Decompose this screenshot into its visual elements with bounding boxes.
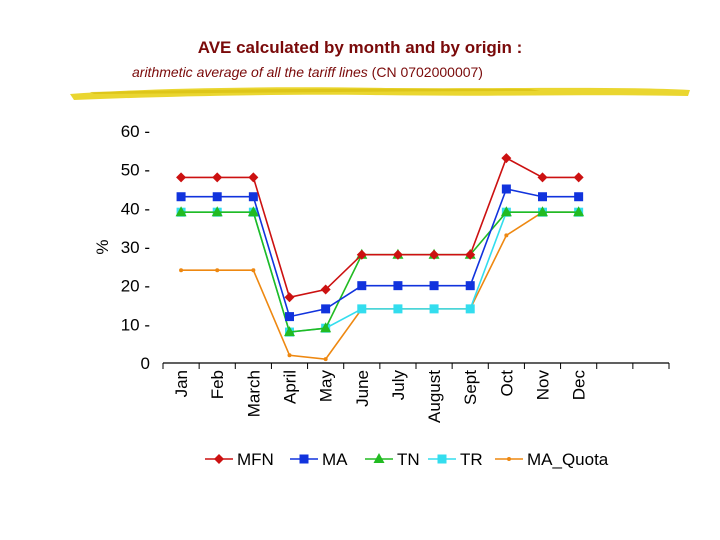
data-point [500, 206, 512, 217]
data-point [573, 206, 585, 217]
series-line [181, 211, 579, 333]
y-tick-label: 10 - [121, 315, 150, 334]
data-point [248, 172, 259, 183]
x-tick-label: March [244, 370, 263, 417]
data-point [179, 268, 184, 273]
highlighter-brush-stroke [70, 87, 690, 100]
data-point [538, 192, 547, 202]
subtitle-code: (CN 0702000007) [371, 64, 483, 80]
data-point [247, 206, 259, 217]
data-point [437, 454, 447, 464]
data-point [504, 233, 509, 238]
data-point [465, 281, 475, 291]
chart-title: AVE calculated by month and by origin : [197, 38, 523, 57]
x-tick-label: July [389, 370, 408, 401]
data-point [176, 172, 187, 183]
data-point [320, 284, 331, 295]
legend-label: MFN [237, 450, 274, 469]
subtitle-italic: arithmetic average of all the tariff lin… [132, 64, 368, 80]
legend-item: TN [365, 450, 420, 469]
data-point [429, 281, 439, 291]
data-point [501, 153, 512, 164]
y-tick-label: 40 - [121, 199, 150, 218]
series-ma [176, 184, 584, 322]
data-point [299, 454, 309, 464]
data-point [212, 192, 222, 202]
x-tick-label: August [425, 370, 444, 423]
y-axis-label: % [93, 239, 112, 254]
legend-item: MA_Quota [495, 450, 609, 469]
data-point [357, 304, 367, 314]
y-tick-label: 0 [141, 354, 150, 373]
data-point [284, 326, 295, 337]
data-point [175, 206, 187, 217]
y-tick-label: 30 - [121, 238, 150, 257]
y-tick-label: 60 - [121, 122, 150, 141]
legend-label: TR [460, 450, 483, 469]
data-point [285, 312, 294, 322]
data-point [320, 322, 332, 333]
series-line [181, 211, 579, 333]
data-point [537, 172, 548, 183]
data-point [284, 292, 295, 303]
x-tick-label: Jan [172, 370, 191, 397]
x-tick-label: Feb [208, 370, 227, 399]
series-tr [176, 207, 584, 337]
data-point [465, 249, 476, 260]
data-point [248, 192, 258, 202]
x-tick-label: April [281, 370, 300, 404]
x-tick-label: May [317, 370, 336, 403]
x-tick-label: Oct [497, 370, 516, 397]
chart-subtitle: arithmetic average of all the tariff lin… [132, 64, 483, 80]
series-line [181, 188, 579, 318]
data-point [392, 249, 403, 260]
data-point [215, 268, 220, 273]
data-point [501, 184, 511, 194]
data-point [356, 249, 367, 260]
data-point [211, 206, 223, 217]
legend-label: MA [322, 450, 348, 469]
data-point [321, 304, 331, 314]
data-point [373, 453, 385, 463]
data-point [393, 304, 403, 314]
data-point [429, 304, 439, 314]
data-point [573, 172, 584, 183]
legend-label: MA_Quota [527, 450, 609, 469]
data-point [465, 304, 475, 314]
data-point [323, 357, 328, 362]
series-mfn [176, 153, 584, 303]
legend-item: MFN [205, 450, 274, 469]
data-point [574, 192, 584, 202]
data-point [251, 268, 256, 273]
data-point [357, 281, 367, 291]
legend-item: MA [290, 450, 348, 469]
legend-label: TN [397, 450, 420, 469]
x-tick-label: Sept [461, 370, 480, 405]
data-point [214, 454, 224, 464]
y-tick-label: 50 - [121, 161, 150, 180]
x-tick-label: June [353, 370, 372, 407]
data-point [212, 172, 223, 183]
data-point [393, 281, 403, 291]
data-point [176, 192, 186, 202]
x-tick-label: Nov [534, 370, 553, 401]
data-point [537, 206, 548, 217]
legend-item: TR [428, 450, 483, 469]
series-line [181, 156, 579, 299]
data-point [507, 457, 511, 461]
data-point [429, 249, 440, 260]
data-point [287, 353, 292, 358]
y-tick-label: 20 - [121, 277, 150, 296]
x-tick-label: Dec [570, 370, 589, 401]
